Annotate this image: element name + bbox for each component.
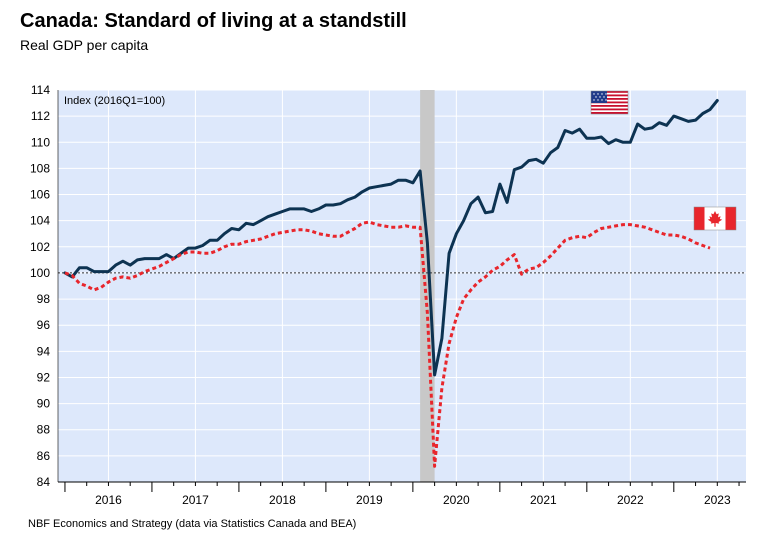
x-tick-label: 2019 [356,493,383,507]
y-tick-label: 88 [37,423,51,437]
y-tick-label: 86 [37,449,51,463]
chart-title: Canada: Standard of living at a standsti… [20,10,407,32]
y-tick-label: 90 [37,397,51,411]
series-line-canada [64,220,711,468]
y-tick-label: 94 [37,344,51,358]
y-tick-label: 114 [31,83,50,97]
x-tick-label: 2016 [95,493,122,507]
y-tick-label: 102 [30,240,50,254]
y-tick-label: 96 [37,318,51,332]
y-axis: 84 86 88 90 92 94 96 98 100 102 104 106 108 110 112 114 [30,83,59,489]
y-tick-label: 104 [30,214,50,228]
us-flag-icon [590,90,629,115]
y-tick-label: 108 [30,161,50,175]
y-tick-label: 84 [37,475,51,489]
y-tick-label: 92 [37,370,51,384]
index-annotation: Index (2016Q1=100) [64,95,165,107]
y-tick-label: 106 [30,188,50,202]
x-tick-label: 2018 [269,493,296,507]
y-tick-label: 100 [30,266,50,280]
source-note: NBF Economics and Strategy (data via Sta… [28,518,357,530]
y-tick-label: 98 [37,292,51,306]
canada-flag-icon [693,206,737,231]
chart-subtitle: Real GDP per capita [20,37,149,53]
x-tick-label: 2020 [443,493,470,507]
y-tick-label: 112 [31,109,50,123]
plot-area [58,90,746,482]
x-tick-label: 2022 [617,493,644,507]
gridlines [58,89,746,483]
x-tick-label: 2017 [182,493,209,507]
x-tick-label: 2023 [704,493,731,507]
y-tick-label: 110 [31,135,50,149]
x-axis: 2016 2017 2018 2019 2020 2021 2022 2023 [58,481,746,507]
recession-shading [420,90,435,482]
series-group [63,99,719,468]
x-tick-label: 2021 [530,493,557,507]
